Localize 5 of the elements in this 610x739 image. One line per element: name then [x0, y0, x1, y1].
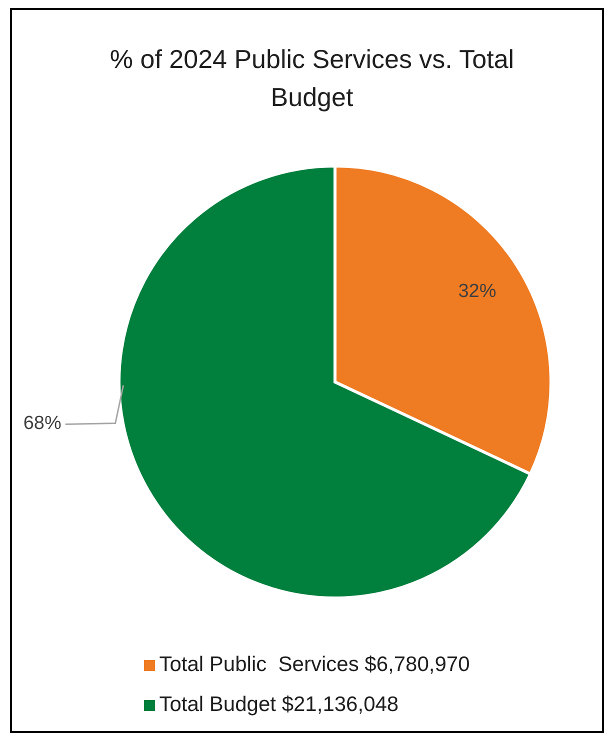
- legend-label: Total Public Services $6,780,970: [159, 653, 470, 676]
- data-label: 68%: [23, 412, 62, 434]
- legend-label: Total Budget $21,136,048: [159, 693, 399, 716]
- chart-title: % of 2024 Public Services vs. Total Budget: [108, 43, 516, 114]
- data-label: 32%: [458, 281, 496, 302]
